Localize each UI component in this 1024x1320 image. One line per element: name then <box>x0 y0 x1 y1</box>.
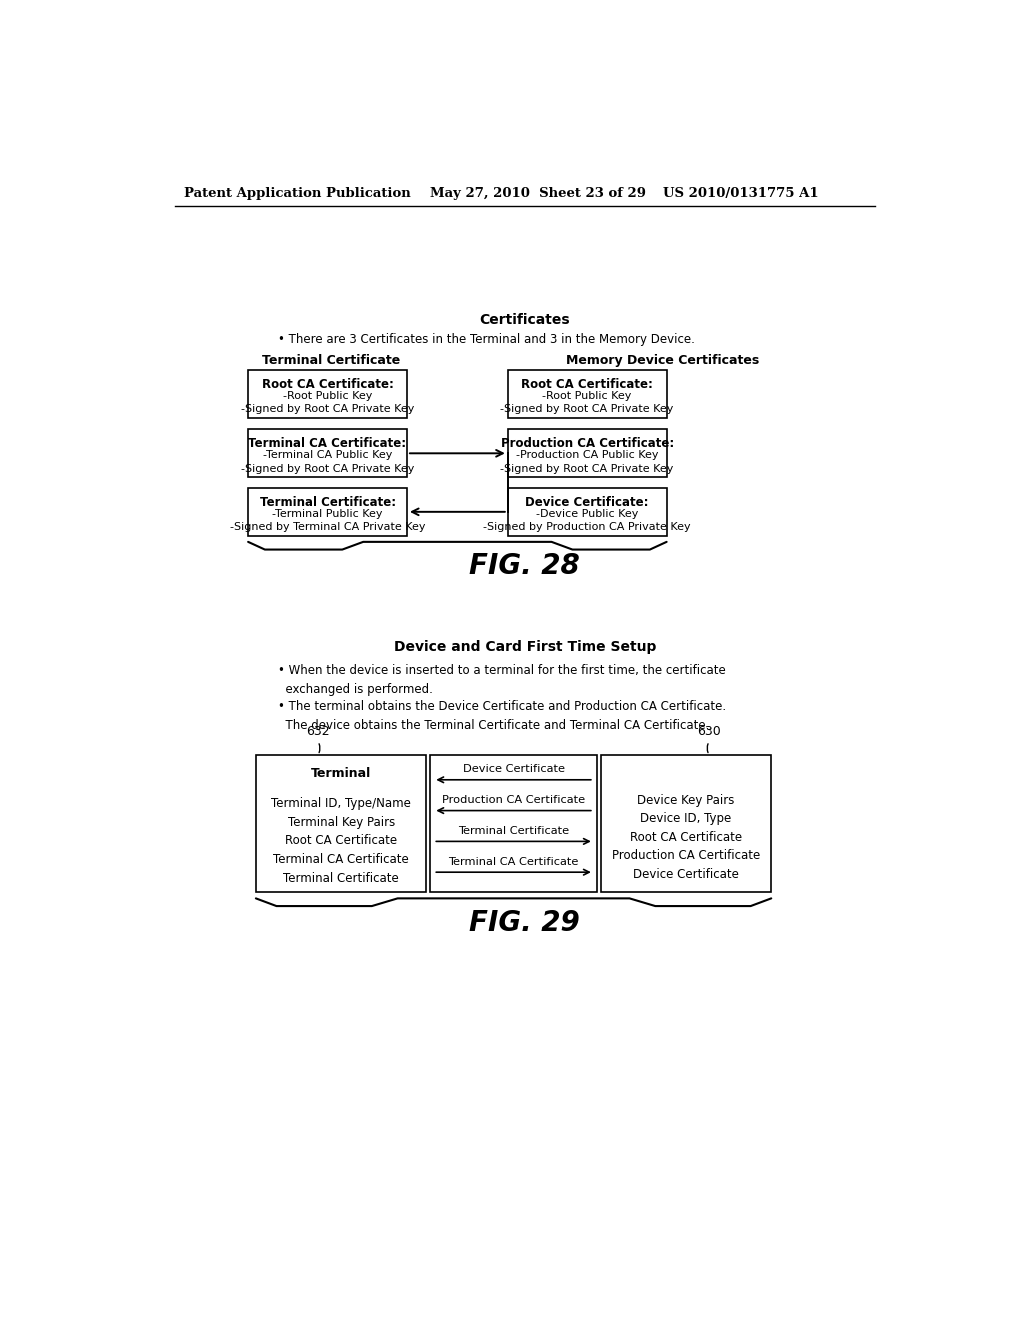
Text: -Terminal CA Public Key
-Signed by Root CA Private Key: -Terminal CA Public Key -Signed by Root … <box>241 450 415 474</box>
FancyBboxPatch shape <box>248 488 407 536</box>
Text: Terminal: Terminal <box>311 767 372 780</box>
Text: -Root Public Key
-Signed by Root CA Private Key: -Root Public Key -Signed by Root CA Priv… <box>241 391 415 414</box>
FancyBboxPatch shape <box>430 755 597 892</box>
FancyBboxPatch shape <box>248 429 407 478</box>
Text: -Terminal Public Key
-Signed by Terminal CA Private Key: -Terminal Public Key -Signed by Terminal… <box>229 508 425 532</box>
Text: FIG. 29: FIG. 29 <box>469 909 581 937</box>
Text: Terminal CA Certificate: Terminal CA Certificate <box>449 857 579 867</box>
Text: • When the device is inserted to a terminal for the first time, the certificate
: • When the device is inserted to a termi… <box>278 664 725 696</box>
Text: Terminal CA Certificate:: Terminal CA Certificate: <box>249 437 407 450</box>
Text: Memory Device Certificates: Memory Device Certificates <box>566 354 760 367</box>
FancyBboxPatch shape <box>508 429 667 478</box>
FancyBboxPatch shape <box>508 488 667 536</box>
Text: 632: 632 <box>306 725 330 738</box>
Text: -Production CA Public Key
-Signed by Root CA Private Key: -Production CA Public Key -Signed by Roo… <box>501 450 674 474</box>
Text: -Root Public Key
-Signed by Root CA Private Key: -Root Public Key -Signed by Root CA Priv… <box>501 391 674 414</box>
Text: Production CA Certificate:: Production CA Certificate: <box>501 437 674 450</box>
Text: Terminal Certificate: Terminal Certificate <box>458 826 569 836</box>
FancyBboxPatch shape <box>508 370 667 418</box>
Text: 630: 630 <box>697 725 721 738</box>
Text: • There are 3 Certificates in the Terminal and 3 in the Memory Device.: • There are 3 Certificates in the Termin… <box>278 333 694 346</box>
Text: Terminal ID, Type/Name
Terminal Key Pairs
Root CA Certificate
Terminal CA Certif: Terminal ID, Type/Name Terminal Key Pair… <box>271 797 411 884</box>
Text: Patent Application Publication: Patent Application Publication <box>183 186 411 199</box>
Text: Device Certificate:: Device Certificate: <box>525 496 649 508</box>
Text: Terminal Certificate: Terminal Certificate <box>262 354 400 367</box>
Text: May 27, 2010  Sheet 23 of 29: May 27, 2010 Sheet 23 of 29 <box>430 186 646 199</box>
FancyBboxPatch shape <box>601 755 771 892</box>
Text: Production CA Certificate: Production CA Certificate <box>442 795 585 805</box>
Text: • The terminal obtains the Device Certificate and Production CA Certificate.
  T: • The terminal obtains the Device Certif… <box>278 700 726 731</box>
Text: FIG. 28: FIG. 28 <box>469 553 581 581</box>
FancyBboxPatch shape <box>256 755 426 892</box>
Text: Device and Card First Time Setup: Device and Card First Time Setup <box>393 640 656 655</box>
Text: Terminal Certificate:: Terminal Certificate: <box>259 496 395 508</box>
FancyBboxPatch shape <box>248 370 407 418</box>
Text: Certificates: Certificates <box>479 313 570 327</box>
Text: US 2010/0131775 A1: US 2010/0131775 A1 <box>663 186 818 199</box>
Text: Root CA Certificate:: Root CA Certificate: <box>261 378 393 391</box>
Text: Device Key Pairs
Device ID, Type
Root CA Certificate
Production CA Certificate
D: Device Key Pairs Device ID, Type Root CA… <box>612 793 760 880</box>
Text: Device Certificate: Device Certificate <box>463 764 564 775</box>
Text: Root CA Certificate:: Root CA Certificate: <box>521 378 653 391</box>
Text: -Device Public Key
-Signed by Production CA Private Key: -Device Public Key -Signed by Production… <box>483 508 691 532</box>
